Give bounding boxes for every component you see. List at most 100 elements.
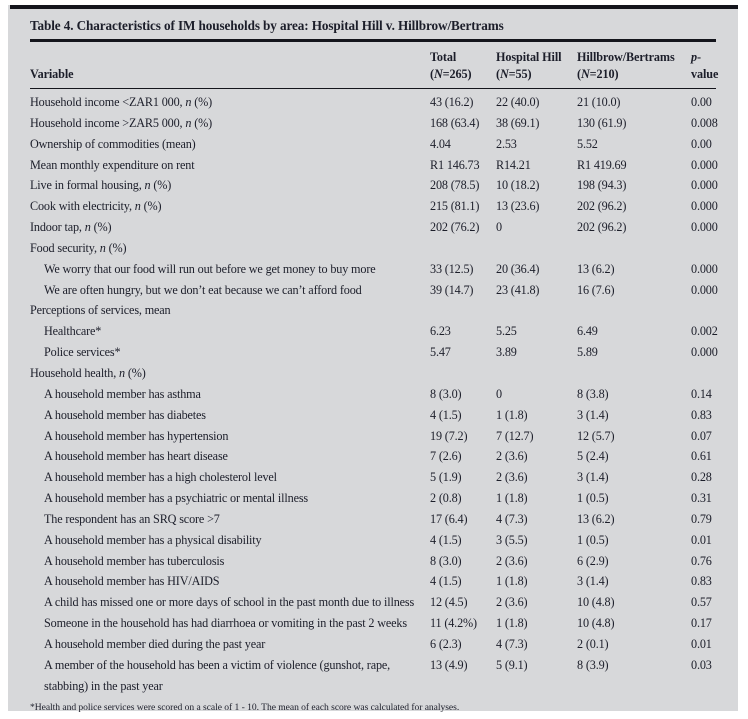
row-label: Food security, n (%) <box>30 240 127 255</box>
cell-hospital-hill: 10 (18.2) <box>496 178 540 193</box>
row-label: A household member has tuberculosis <box>44 553 225 568</box>
cell-hillbrow: 3 (1.4) <box>577 407 609 422</box>
cell-total: 19 (7.2) <box>430 428 468 443</box>
cell-total: 2 (0.8) <box>430 491 462 506</box>
cell-hospital-hill: 3 (5.5) <box>496 532 528 547</box>
cell-hillbrow: 10 (4.8) <box>577 616 615 631</box>
cell-total: 4 (1.5) <box>430 532 462 547</box>
cell-hospital-hill: 2 (3.6) <box>496 553 528 568</box>
cell-p-value: 0.000 <box>691 261 718 276</box>
column-header-total: Total (N=265) <box>430 49 496 83</box>
cell-total: R1 146.73 <box>430 157 480 172</box>
cell-p-value: 0.00 <box>691 95 712 109</box>
cell-hospital-hill: 0 <box>496 386 502 401</box>
table-row: A household member has diabetes 4 (1.5) … <box>30 405 716 426</box>
cell-hospital-hill: 2.53 <box>496 136 517 151</box>
cell-p-value: 0.31 <box>691 491 712 506</box>
cell-p-value: 0.17 <box>691 616 712 631</box>
table-footnote: *Health and police services were scored … <box>30 702 460 714</box>
cell-hospital-hill <box>496 300 577 321</box>
cell-p-value: 0.00 <box>691 136 712 151</box>
table-row: A household member has heart disease 7 (… <box>30 446 716 467</box>
column-header-hospital-hill-n: (N=55) <box>496 66 532 81</box>
cell-p-value: 0.01 <box>691 532 712 547</box>
table-row: Perceptions of services, mean <box>30 300 716 321</box>
cell-total: 208 (78.5) <box>430 178 480 193</box>
cell-total: 39 (14.7) <box>430 282 474 297</box>
row-label: We worry that our food will run out befo… <box>44 261 376 276</box>
table-row: Indoor tap, n (%) 202 (76.2) 0 202 (96.2… <box>30 217 718 238</box>
cell-total: 33 (12.5) <box>430 261 474 276</box>
cell-hospital-hill: 1 (1.8) <box>496 407 528 422</box>
row-label: Live in formal housing, n (%) <box>30 178 172 193</box>
table-row: Food security, n (%) <box>30 238 716 259</box>
table-row: A household member has HIV/AIDS 4 (1.5) … <box>30 571 716 592</box>
cell-hillbrow: 21 (10.0) <box>577 95 621 109</box>
cell-p-value <box>691 300 716 321</box>
cell-total: 6.23 <box>430 324 451 339</box>
cell-hospital-hill: 1 (1.8) <box>496 616 528 631</box>
table-row: A household member has a physical disabi… <box>30 530 716 551</box>
row-label: Indoor tap, n (%) <box>30 220 112 235</box>
row-label: A household member died during the past … <box>44 636 266 651</box>
column-header-variable: Variable <box>30 66 74 81</box>
cell-hospital-hill: 0 <box>496 220 502 235</box>
cell-total: 4 (1.5) <box>430 407 462 422</box>
table-row: A household member has a psychiatric or … <box>30 488 716 509</box>
table-row: Cook with electricity, n (%) 215 (81.1) … <box>30 196 718 217</box>
cell-hospital-hill: 4 (7.3) <box>496 511 528 526</box>
cell-total <box>430 238 496 259</box>
cell-hillbrow: 130 (61.9) <box>577 115 627 130</box>
cell-hillbrow: 1 (0.5) <box>577 491 609 506</box>
cell-p-value: 0.03 <box>691 657 712 672</box>
table-row: Someone in the household has had diarrho… <box>30 613 716 634</box>
table-row: Mean monthly expenditure on rent R1 146.… <box>30 155 718 176</box>
cell-hospital-hill: 23 (41.8) <box>496 282 540 297</box>
table-row: A household member has hypertension 19 (… <box>30 426 716 447</box>
cell-p-value: 0.000 <box>691 282 718 297</box>
row-label: A household member has heart disease <box>44 449 228 464</box>
cell-total: 4.04 <box>430 136 451 151</box>
cell-hillbrow: 3 (1.4) <box>577 470 609 485</box>
table-row: A household member has asthma 8 (3.0) 0 … <box>30 384 716 405</box>
cell-hospital-hill: 20 (36.4) <box>496 261 540 276</box>
cell-hospital-hill <box>496 238 577 259</box>
cell-p-value: 0.002 <box>691 324 718 339</box>
table-row: Ownership of commodities (mean) 4.04 2.5… <box>30 134 716 155</box>
table-row: The respondent has an SRQ score >7 17 (6… <box>30 509 716 530</box>
cell-hospital-hill: 5.25 <box>496 324 517 339</box>
table-row: A household member died during the past … <box>30 634 716 655</box>
cell-p-value: 0.61 <box>691 449 712 464</box>
cell-hospital-hill: 13 (23.6) <box>496 199 540 214</box>
cell-hillbrow <box>577 300 691 321</box>
column-header-hospital-hill-name: Hospital Hill <box>496 49 562 64</box>
row-label: Ownership of commodities (mean) <box>30 136 196 151</box>
column-header-hillbrow: Hillbrow/Bertrams (N=210) <box>577 49 691 83</box>
cell-hillbrow: 5.89 <box>577 345 598 360</box>
table-row: A household member has tuberculosis 8 (3… <box>30 551 716 572</box>
row-label: Household health, n (%) <box>30 365 146 380</box>
table-body: Household income <ZAR1 000, n (%) 43 (16… <box>30 89 718 696</box>
table-row: We worry that our food will run out befo… <box>30 259 718 280</box>
cell-hillbrow: 16 (7.6) <box>577 282 615 297</box>
row-label: A household member has hypertension <box>44 428 229 443</box>
cell-p-value: 0.79 <box>691 511 712 526</box>
table-row: Household income >ZAR5 000, n (%) 168 (6… <box>30 113 718 134</box>
cell-hillbrow: 198 (94.3) <box>577 178 627 193</box>
cell-hillbrow <box>577 238 691 259</box>
table-content: Table 4. Characteristics of IM household… <box>8 9 738 714</box>
cell-hillbrow: 8 (3.8) <box>577 386 609 401</box>
cell-p-value: 0.000 <box>691 345 718 360</box>
table-row: We are often hungry, but we don’t eat be… <box>30 280 718 301</box>
row-label: We are often hungry, but we don’t eat be… <box>44 282 362 297</box>
column-header-hillbrow-n: (N=210) <box>577 66 619 81</box>
row-label: A member of the household has been a vic… <box>44 657 391 693</box>
cell-total: 8 (3.0) <box>430 553 462 568</box>
cell-p-value: 0.000 <box>691 199 718 214</box>
cell-p-value: 0.000 <box>691 157 718 172</box>
table-row: Live in formal housing, n (%) 208 (78.5)… <box>30 175 718 196</box>
table-title: Table 4. Characteristics of IM household… <box>30 18 504 33</box>
cell-total: 4 (1.5) <box>430 574 462 589</box>
cell-total: 17 (6.4) <box>430 511 468 526</box>
